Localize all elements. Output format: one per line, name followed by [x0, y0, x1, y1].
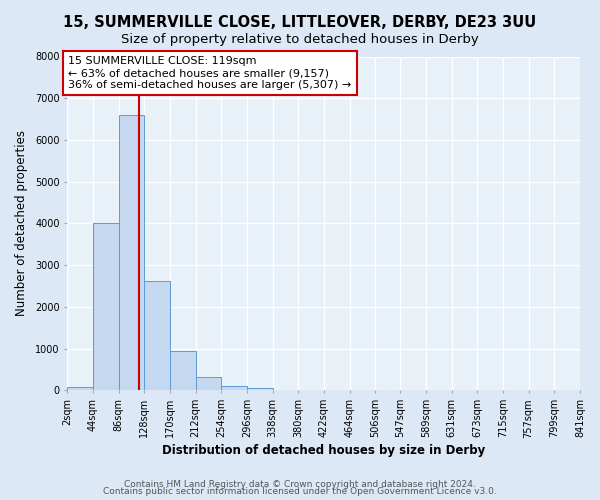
Text: Size of property relative to detached houses in Derby: Size of property relative to detached ho…: [121, 32, 479, 46]
Bar: [247, 388, 272, 390]
Bar: [144, 281, 170, 390]
Text: Contains public sector information licensed under the Open Government Licence v3: Contains public sector information licen…: [103, 488, 497, 496]
Bar: [196, 378, 221, 390]
Text: 15, SUMMERVILLE CLOSE, LITTLEOVER, DERBY, DE23 3UU: 15, SUMMERVILLE CLOSE, LITTLEOVER, DERBY…: [64, 15, 536, 30]
Bar: [119, 115, 144, 390]
X-axis label: Distribution of detached houses by size in Derby: Distribution of detached houses by size …: [162, 444, 485, 458]
Bar: [67, 388, 93, 390]
Text: 15 SUMMERVILLE CLOSE: 119sqm
← 63% of detached houses are smaller (9,157)
36% of: 15 SUMMERVILLE CLOSE: 119sqm ← 63% of de…: [68, 56, 352, 90]
Y-axis label: Number of detached properties: Number of detached properties: [15, 130, 28, 316]
Bar: [93, 224, 119, 390]
Bar: [170, 351, 196, 391]
Bar: [221, 386, 247, 390]
Text: Contains HM Land Registry data © Crown copyright and database right 2024.: Contains HM Land Registry data © Crown c…: [124, 480, 476, 489]
